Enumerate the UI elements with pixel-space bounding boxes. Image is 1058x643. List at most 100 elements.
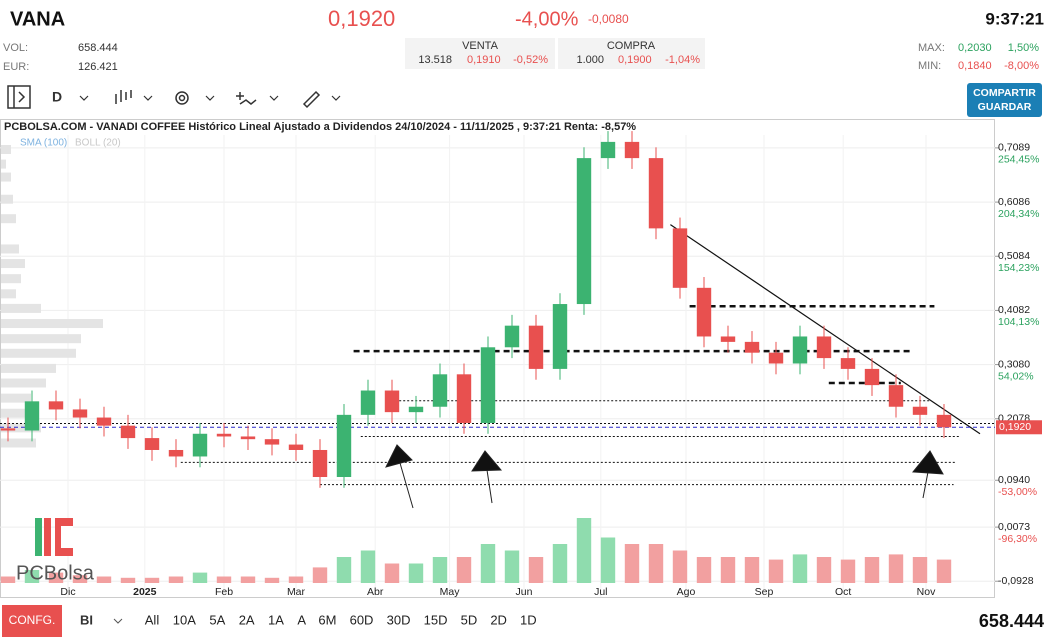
volume-bar	[936, 559, 952, 583]
candle-body	[456, 374, 472, 423]
range-button[interactable]: 1D	[520, 612, 537, 627]
y-tick-pct: 54,02%	[998, 370, 1034, 382]
candle-body	[936, 414, 952, 428]
volume-bar	[528, 557, 544, 583]
mode-caret	[113, 618, 123, 624]
panel-toggle[interactable]	[7, 85, 31, 109]
share-button[interactable]	[967, 83, 1042, 117]
volume-bar	[48, 572, 64, 583]
x-tick-label: Ago	[677, 586, 696, 598]
y-tick-label: 0,0073	[998, 521, 1030, 533]
volume-bar	[240, 576, 256, 583]
candle-body	[912, 406, 928, 415]
x-tick-label: Dic	[60, 586, 75, 598]
max-pct: 1,50%	[1008, 42, 1039, 54]
compra-label: COMPRA	[607, 40, 656, 52]
x-tick-label: Jun	[516, 586, 533, 598]
volume-bar	[888, 554, 904, 583]
range-button[interactable]: 2D	[490, 612, 507, 627]
range-button[interactable]: 30D	[387, 612, 411, 627]
y-tick-label: 0,7089	[998, 142, 1030, 154]
volume-bar	[480, 544, 496, 583]
save-text[interactable]: GUARDAR	[978, 101, 1032, 113]
range-button[interactable]: 6M	[318, 612, 336, 627]
draw-icon[interactable]	[236, 92, 257, 105]
indicator-boll: BOLL (20)	[75, 138, 121, 149]
candle-body	[696, 287, 712, 337]
venta-qty: 13.518	[418, 54, 452, 66]
period[interactable]: D	[52, 89, 62, 105]
volume-bar	[720, 557, 736, 583]
config-button[interactable]	[2, 605, 62, 637]
volume-profile-bar	[1, 289, 16, 299]
venta-price: 0,1910	[467, 54, 501, 66]
range-button[interactable]: All	[145, 612, 160, 627]
volume-profile-bar	[1, 214, 16, 224]
volume-bar	[744, 557, 760, 583]
chart-type-icon[interactable]	[115, 90, 132, 104]
volume-bar	[192, 572, 208, 583]
range-button[interactable]: 15D	[424, 612, 448, 627]
volume-profile-bar	[1, 159, 6, 169]
y-tick-pct: -96,30%	[998, 533, 1037, 545]
volume-bar	[72, 575, 88, 583]
volume-bar	[840, 559, 856, 583]
volume-bar	[288, 576, 304, 583]
annotation-arrows	[385, 444, 944, 509]
volume-bar	[312, 567, 328, 583]
candle-body	[336, 414, 352, 478]
candle-body	[768, 352, 784, 364]
settings-icon[interactable]	[175, 91, 189, 105]
x-tick-label: Mar	[287, 586, 306, 598]
volume-profile-bar	[1, 274, 21, 284]
trend-line	[670, 224, 981, 435]
indicator-sma: SMA (100)	[20, 138, 67, 149]
range-button[interactable]: 5A	[209, 612, 225, 627]
volume-bar	[504, 550, 520, 583]
candle-body	[840, 358, 856, 369]
volume-bar	[432, 557, 448, 583]
pencil-icon[interactable]	[302, 90, 321, 109]
range-button[interactable]: 2A	[239, 612, 255, 627]
volume-profile-bar	[1, 393, 31, 403]
vol-label: VOL:	[3, 42, 28, 54]
candle-body	[888, 385, 904, 407]
candle-body	[264, 439, 280, 445]
volume-bar	[0, 576, 16, 583]
volume-profile-bar	[1, 334, 81, 344]
eur: 126.421	[78, 61, 118, 73]
candle-body	[312, 449, 328, 478]
range-button[interactable]: 10A	[173, 612, 196, 627]
volume-bar	[456, 557, 472, 583]
mode[interactable]: BI	[80, 612, 93, 627]
volume-bar	[864, 557, 880, 583]
candle-body	[744, 341, 760, 353]
logo: PCBolsa	[16, 518, 95, 584]
range-button[interactable]: 5D	[461, 612, 478, 627]
candle-body	[384, 390, 400, 413]
candle-body	[192, 433, 208, 457]
max-label: MAX:	[918, 42, 945, 54]
range-button[interactable]: 60D	[350, 612, 374, 627]
config-text[interactable]: CONFG.	[9, 613, 56, 627]
logo-text: PCBolsa	[16, 562, 95, 584]
candle-body	[624, 141, 640, 159]
min-pct: -8,00%	[1004, 60, 1039, 72]
share-text[interactable]: COMPARTIR	[973, 87, 1036, 99]
eur-label: EUR:	[3, 61, 29, 73]
x-tick-label: 2025	[133, 586, 157, 598]
compra-pct: -1,04%	[665, 54, 700, 66]
range-button[interactable]: A	[297, 612, 306, 627]
x-tick-label: Abr	[367, 586, 384, 598]
candle-body	[864, 368, 880, 386]
range-button[interactable]: 1A	[268, 612, 284, 627]
candle-body	[576, 158, 592, 305]
volume-bar	[912, 557, 928, 583]
venta-pct: -0,52%	[513, 54, 548, 66]
candle-body	[24, 401, 40, 431]
volume-bar	[624, 544, 640, 583]
candle-body	[792, 336, 808, 364]
y-tick-label: 0,5084	[998, 250, 1030, 262]
volume-bar	[672, 550, 688, 583]
